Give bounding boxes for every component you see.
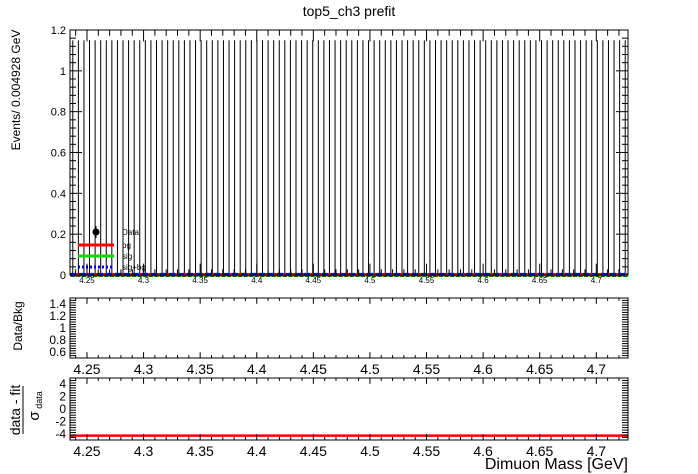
pull-y-label-num: data - fit — [7, 385, 23, 436]
y-tick-label: 0 — [59, 402, 66, 416]
legend-label-sig: sig — [122, 252, 132, 261]
x-tick-label: 4.3 — [138, 276, 150, 285]
legend: Data bg sig sig+bg — [78, 226, 146, 272]
x-tick-label: 4.35 — [187, 361, 214, 377]
x-tick-label: 4.65 — [532, 276, 548, 285]
y-tick-label: 0.8 — [51, 107, 66, 119]
y-tick-label: 1 — [60, 66, 66, 78]
x-tick-label: 4.6 — [478, 276, 490, 285]
pull-panel: 4.25 4.3 4.35 4.4 4.45 4.5 4.55 4.6 4.65 4.7 -4-20… — [55, 377, 629, 459]
x-tick-label: 4.25 — [73, 361, 100, 377]
legend-label-bg: bg — [122, 241, 131, 250]
y-tick-label: 2 — [59, 390, 66, 404]
pull-y-label-den-sub: data — [34, 391, 44, 409]
y-tick-label: 1 — [59, 321, 66, 335]
x-tick-label: 4.45 — [300, 361, 327, 377]
x-tick-label: 4.7 — [591, 276, 603, 285]
x-tick-label: 4.4 — [251, 276, 263, 285]
legend-label-data: Data — [122, 228, 139, 237]
x-tick-label: 4.45 — [300, 443, 327, 459]
pull-y-label: data - fit σ data — [7, 385, 44, 436]
x-tick-label: 4.25 — [73, 443, 100, 459]
y-tick-label: 1.2 — [51, 25, 66, 37]
pull-y-label-den: σ — [26, 411, 43, 421]
legend-label-sig-bg: sig+bg — [122, 263, 146, 272]
plot-frame — [69, 377, 629, 441]
x-tick-label: 4.6 — [473, 443, 493, 459]
x-tick-label: 4.45 — [306, 276, 322, 285]
y-tick-label: -4 — [55, 427, 66, 441]
x-tick-label: 4.5 — [360, 443, 380, 459]
y-tick-label: 1.2 — [49, 309, 66, 323]
x-tick-label: 4.25 — [79, 276, 95, 285]
ratio-panel: 4.25 4.3 4.35 4.4 4.45 4.5 4.55 4.6 4.65 4.7 0.60.… — [49, 297, 629, 377]
x-tick-label: 4.55 — [413, 361, 440, 377]
x-tick-label: 4.55 — [413, 443, 440, 459]
y-tick-label: 4 — [59, 377, 66, 391]
plot-frame — [69, 29, 629, 276]
y-tick-label: 0.6 — [49, 345, 66, 359]
x-tick-label: 4.65 — [526, 361, 553, 377]
y-tick-label: -2 — [55, 414, 66, 428]
x-tick-label: 4.65 — [526, 443, 553, 459]
x-axis-label: Dimuon Mass [GeV] — [485, 456, 628, 473]
x-tick-label: 4.4 — [247, 443, 267, 459]
x-tick-label: 4.3 — [134, 443, 154, 459]
ratio-y-label: Data/Bkg — [11, 301, 25, 350]
x-tick-label: 4.35 — [187, 443, 214, 459]
x-tick-label: 4.5 — [360, 361, 380, 377]
y-tick-label: 0.8 — [49, 333, 66, 347]
y-tick-label: 1.4 — [49, 297, 66, 311]
main-panel: Data bg sig sig+bg 4.25 4.3 4.35 4.4 4.45 4.5 4.55… — [51, 25, 629, 285]
y-tick-label: 0 — [60, 270, 66, 282]
x-tick-label: 4.6 — [473, 361, 493, 377]
x-tick-label: 4.55 — [419, 276, 435, 285]
y-tick-label: 0.4 — [51, 188, 66, 200]
x-tick-label: 4.7 — [587, 443, 607, 459]
chart-title: top5_ch3 prefit — [303, 3, 396, 19]
main-y-label: Events/ 0.004928 GeV — [9, 30, 23, 151]
x-tick-label: 4.35 — [192, 276, 208, 285]
x-tick-label: 4.3 — [134, 361, 154, 377]
plot-frame — [69, 297, 629, 359]
y-tick-label: 0.2 — [51, 229, 66, 241]
legend-data-marker — [92, 228, 100, 236]
x-tick-label: 4.4 — [247, 361, 267, 377]
y-tick-label: 0.6 — [51, 148, 66, 160]
x-tick-label: 4.7 — [587, 361, 607, 377]
x-tick-label: 4.5 — [364, 276, 376, 285]
